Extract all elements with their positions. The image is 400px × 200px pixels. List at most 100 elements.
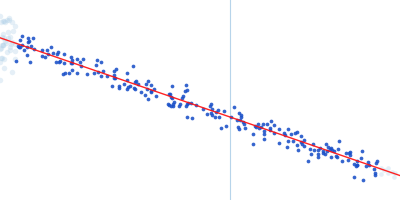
- Point: [42, 55, 48, 58]
- Point: [327, 147, 334, 150]
- Point: [292, 132, 298, 135]
- Point: [311, 149, 317, 152]
- Point: [252, 124, 258, 128]
- Point: [9, 70, 15, 73]
- Point: [56, 59, 63, 63]
- Point: [111, 70, 118, 73]
- Point: [335, 139, 342, 142]
- Point: [0, 20, 6, 23]
- Point: [60, 62, 67, 65]
- Point: [28, 44, 34, 47]
- Point: [306, 147, 313, 150]
- Point: [230, 106, 237, 109]
- Point: [131, 87, 138, 90]
- Point: [169, 84, 176, 88]
- Point: [342, 152, 349, 155]
- Point: [284, 145, 290, 148]
- Point: [215, 108, 222, 111]
- Point: [223, 124, 230, 127]
- Point: [234, 118, 241, 121]
- Point: [153, 94, 159, 97]
- Point: [19, 34, 25, 37]
- Point: [237, 116, 244, 119]
- Point: [124, 78, 130, 81]
- Point: [178, 96, 185, 99]
- Point: [260, 133, 267, 136]
- Point: [168, 96, 175, 99]
- Point: [25, 36, 32, 39]
- Point: [183, 84, 189, 87]
- Point: [241, 122, 248, 125]
- Point: [285, 140, 291, 143]
- Point: [281, 131, 287, 135]
- Point: [20, 49, 27, 52]
- Point: [69, 62, 75, 65]
- Point: [17, 38, 23, 42]
- Point: [323, 143, 330, 146]
- Point: [182, 90, 188, 93]
- Point: [6, 18, 12, 21]
- Point: [131, 86, 138, 89]
- Point: [138, 90, 144, 93]
- Point: [212, 115, 218, 118]
- Point: [372, 174, 378, 177]
- Point: [359, 149, 366, 152]
- Point: [250, 133, 256, 136]
- Point: [310, 142, 316, 145]
- Point: [7, 46, 13, 49]
- Point: [12, 24, 18, 27]
- Point: [2, 20, 8, 24]
- Point: [184, 102, 190, 105]
- Point: [61, 72, 68, 75]
- Point: [385, 167, 392, 170]
- Point: [24, 54, 30, 57]
- Point: [110, 74, 117, 77]
- Point: [127, 85, 134, 88]
- Point: [0, 15, 4, 18]
- Point: [93, 63, 100, 66]
- Point: [24, 46, 30, 49]
- Point: [392, 171, 398, 174]
- Point: [165, 102, 171, 106]
- Point: [267, 120, 274, 123]
- Point: [374, 159, 380, 163]
- Point: [315, 155, 322, 158]
- Point: [325, 146, 331, 149]
- Point: [258, 125, 264, 128]
- Point: [339, 159, 345, 162]
- Point: [98, 60, 104, 64]
- Point: [354, 163, 360, 166]
- Point: [276, 127, 282, 131]
- Point: [235, 126, 242, 129]
- Point: [109, 85, 116, 88]
- Point: [113, 68, 120, 71]
- Point: [298, 141, 304, 144]
- Point: [0, 79, 3, 82]
- Point: [4, 18, 10, 21]
- Point: [30, 37, 36, 40]
- Point: [130, 64, 136, 67]
- Point: [276, 141, 282, 144]
- Point: [120, 83, 127, 86]
- Point: [142, 93, 148, 97]
- Point: [3, 50, 10, 53]
- Point: [384, 171, 391, 174]
- Point: [68, 56, 74, 59]
- Point: [238, 113, 244, 117]
- Point: [170, 100, 177, 103]
- Point: [167, 92, 173, 95]
- Point: [212, 110, 219, 113]
- Point: [189, 117, 196, 120]
- Point: [60, 72, 66, 76]
- Point: [208, 112, 214, 115]
- Point: [345, 158, 351, 162]
- Point: [104, 74, 110, 77]
- Point: [182, 105, 189, 108]
- Point: [285, 127, 291, 130]
- Point: [377, 167, 384, 170]
- Point: [180, 94, 186, 98]
- Point: [54, 52, 60, 55]
- Point: [143, 83, 149, 86]
- Point: [168, 96, 174, 99]
- Point: [188, 102, 194, 105]
